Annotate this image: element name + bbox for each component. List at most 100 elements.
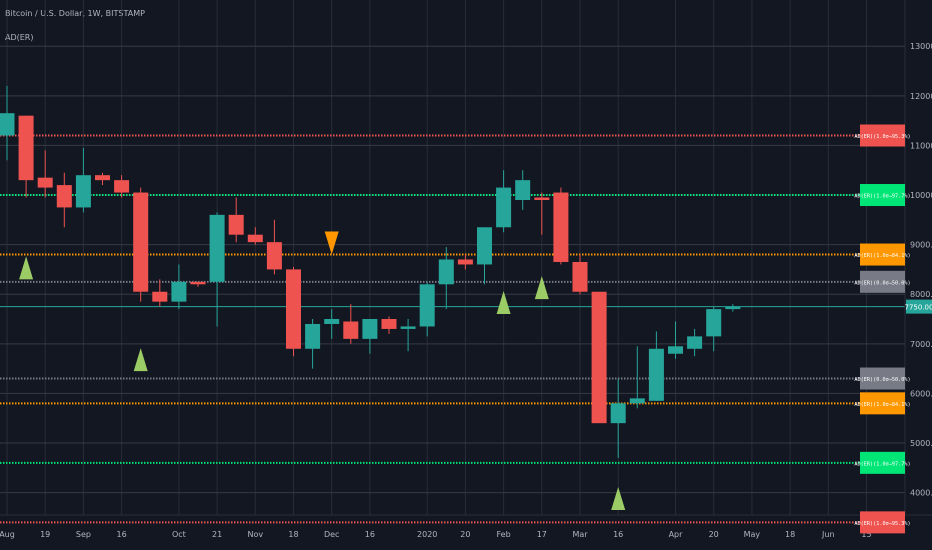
candle-body [419,284,435,327]
level-label: AD(ER)(0.0σ→50.0%) [854,280,910,286]
candle [438,247,454,310]
y-tick-label: 11000.00 [910,141,932,150]
y-tick-label: 12000.00 [910,92,932,101]
signal-up-marker [133,348,148,372]
x-tick-label: Dec [324,530,339,539]
x-tick-label: Aug [0,530,15,539]
y-tick-label: 13000.00 [910,42,932,51]
time-axis[interactable]: Aug 19 Sep 16 Oct 21 Nov 18 Dec 16 2020 20 Feb 17 Mar 1… [0,514,932,539]
candle [419,281,435,337]
candle-body [400,326,416,329]
level-label-box [860,184,905,207]
x-tick-label: 18 [785,530,795,539]
candle-body [152,291,168,302]
level-label: AD(ER)(1.0σ→95.3%) [854,521,910,527]
candle [37,150,53,198]
candle [209,212,225,327]
x-tick-label: Nov [247,530,263,539]
y-tick-label: 7000.00 [910,340,932,349]
signal-up-marker [534,276,549,300]
level-label: AD(ER)(1.0σ→97.7%) [854,461,910,467]
candle-body [706,309,722,337]
signals [19,231,626,510]
x-tick-label: 20 [460,530,470,539]
candle-body [381,319,397,329]
candle-body [286,269,301,349]
candle-body [362,319,378,339]
x-tick-label: Apr [669,530,684,539]
x-tick-label: 2020 [417,530,437,539]
candle-body [534,197,550,200]
candle [515,170,531,210]
candle [286,266,301,357]
last-price-badge [906,299,932,314]
level-label-box [860,124,905,147]
y-tick-label: 9000.00 [910,241,932,250]
y-tick-label: 10000.00 [910,191,932,200]
candle [668,321,683,359]
candle [324,309,340,339]
candle-body [95,175,110,181]
candle-body [75,175,91,208]
signal-up-marker [19,256,34,280]
x-tick-label: Feb [497,530,511,539]
x-tick-label: Sep [76,530,91,539]
level-labels: AD(ER)(1.0σ→95.3%) AD(ER)(1.0σ→97.7%) AD(E… [854,124,932,534]
candle-body [648,348,664,401]
candle [534,192,550,235]
level-label-box [860,392,905,415]
x-tick-label: 16 [117,530,127,539]
x-tick-label: Mar [572,530,588,539]
x-tick-label: 18 [288,530,298,539]
level-label: AD(ER)(1.0σ→84.1%) [854,253,910,259]
candle [572,254,588,295]
candle-body [610,403,626,424]
x-tick-label: 21 [212,530,222,539]
signal-up-marker [496,291,511,315]
candle [610,378,626,458]
x-tick-label: Jun [821,530,835,539]
level-label: AD(ER)(0.0σ→50.0%) [854,377,910,383]
price-axis[interactable]: 4000.00 5000.00 6000.00 7000.00 8000.00 9000.… [904,0,932,515]
candle-body [629,398,645,404]
candle [0,85,15,161]
candle [95,172,110,186]
candle [457,254,473,270]
level-label-box [860,511,905,534]
candle [152,279,168,307]
level-label: AD(ER)(1.0σ→97.7%) [854,194,910,200]
candle [687,328,703,357]
candle [648,331,664,401]
candle [553,187,569,265]
candle-body [209,214,225,282]
candle [305,319,321,369]
candle [190,281,206,287]
candle [228,197,244,243]
y-tick-label: 6000.00 [910,389,932,398]
candle [496,170,512,233]
signal-up-marker [611,486,626,510]
last-price-label: 7750.00 [905,304,932,312]
candle [706,306,722,352]
x-tick-label: Oct [172,530,186,539]
y-tick-label: 5000.00 [910,439,932,448]
candle-body [228,214,244,235]
candle-body [0,113,15,136]
candle-body [591,291,607,424]
candle-body [668,346,683,354]
level-label-box [860,367,905,390]
candle [725,304,741,312]
level-lines [0,134,905,524]
candle-body [477,227,492,265]
candle-body [343,321,359,339]
candle [266,219,282,275]
candle-body [56,185,72,208]
candle [114,175,130,198]
candle-body [133,192,149,292]
candle [18,115,34,198]
candle-body [18,115,34,181]
candle-body [305,323,321,349]
candle-body [515,180,531,200]
x-tick-label: 20 [709,530,719,539]
